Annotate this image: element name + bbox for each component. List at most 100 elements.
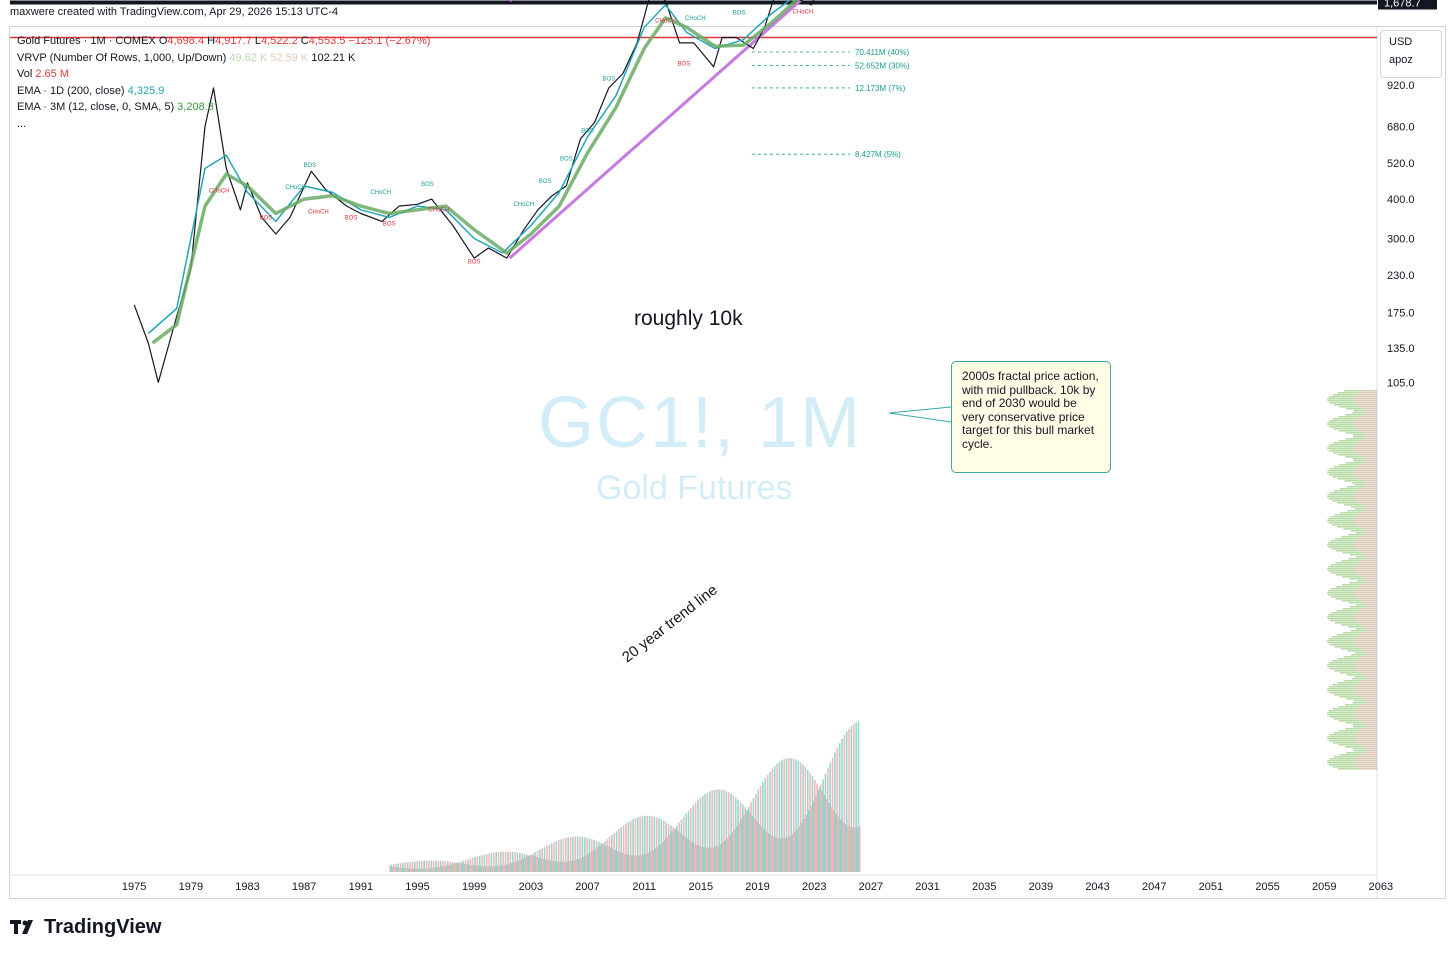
volume-bar <box>589 852 592 872</box>
trend-channel-line[interactable] <box>508 0 857 260</box>
x-tick-label: 2055 <box>1255 881 1279 893</box>
volume-profile-bar <box>1360 464 1377 466</box>
volume-bar <box>648 815 651 872</box>
volume-profile-bar <box>1327 422 1355 424</box>
legend-more[interactable]: ... <box>17 117 27 130</box>
volume-bar <box>723 790 725 872</box>
series-line-2[interactable] <box>151 0 861 345</box>
volume-profile-bar <box>1354 496 1377 498</box>
tradingview-wordmark: TradingView <box>44 916 162 938</box>
price-label-text: 1,678.7 <box>1384 0 1421 9</box>
legend-symbol-row[interactable]: Gold Futures · 1M · COMEX O4,698.4 H4,91… <box>17 35 431 47</box>
volume-profile-bar <box>1366 700 1377 702</box>
volume-profile-bar <box>1330 516 1356 518</box>
volume-bar <box>563 861 566 872</box>
price-label-box[interactable] <box>1378 0 1437 10</box>
x-tick-label: 2059 <box>1312 881 1336 893</box>
volume-bar <box>679 832 682 872</box>
volume-bar <box>804 767 807 872</box>
volume-profile-bar <box>1355 692 1377 694</box>
volume-bar <box>523 853 526 872</box>
volume-bar <box>655 817 658 872</box>
volume-bar <box>547 860 549 872</box>
volume-profile-bar <box>1354 520 1377 522</box>
volume-profile-bar <box>1327 566 1355 568</box>
legend-vrvp-row[interactable]: VRVP (Number Of Rows, 1,000, Up/Down) 49… <box>17 51 356 64</box>
volume-bar <box>639 816 641 872</box>
legend-ema2-row[interactable]: EMA · 3M (12, close, 0, SMA, 5) 3,208.3 <box>17 101 214 113</box>
volume-bar <box>668 834 671 872</box>
volume-bar <box>832 810 835 872</box>
volume-bar <box>561 861 564 872</box>
volume-bar <box>576 836 579 872</box>
structure-label: BOS <box>260 215 273 221</box>
volume-bar <box>527 856 529 872</box>
volume-bar <box>462 860 464 872</box>
chart-frame <box>9 26 1446 899</box>
structure-label: BOS <box>602 77 615 83</box>
volume-profile-bar <box>1333 404 1358 406</box>
volume-profile-bar <box>1327 518 1355 520</box>
x-tick-label: 2039 <box>1029 881 1053 893</box>
volume-profile-bar <box>1345 438 1363 440</box>
volume-bar <box>608 837 611 872</box>
volume-bar <box>706 792 709 872</box>
legend-ema1-row[interactable]: EMA · 1D (200, close) 4,325.9 <box>17 84 165 97</box>
x-tick-label: 2027 <box>859 881 883 893</box>
volume-bar <box>744 807 747 872</box>
volume-profile-bar <box>1355 492 1377 494</box>
volume-profile-bar <box>1362 480 1377 482</box>
volume-bar <box>791 833 794 872</box>
volume-bar <box>815 795 817 872</box>
volume-bar <box>788 757 790 872</box>
volume-bar <box>424 868 427 872</box>
volume-bar <box>442 861 444 872</box>
volume-profile-bar <box>1360 696 1377 698</box>
volume-profile-bar <box>1351 654 1366 656</box>
y-tick-label: 920.0 <box>1387 80 1415 92</box>
volume-bar <box>448 864 450 872</box>
volume-bar <box>493 852 495 872</box>
volume-profile-bar <box>1329 710 1356 712</box>
volume-bar <box>678 822 680 872</box>
volume-bar <box>495 852 497 872</box>
volume-bar <box>458 863 461 872</box>
volume-profile-bar <box>1354 690 1377 692</box>
volume-profile-bar <box>1330 564 1357 566</box>
volume-bar <box>409 861 411 872</box>
currency-selector[interactable]: USD apoz <box>1380 30 1442 78</box>
volume-bar <box>753 818 756 872</box>
volume-profile-bar <box>1355 734 1377 736</box>
volume-profile-bar <box>1335 574 1359 576</box>
volume-bar <box>615 830 618 872</box>
volume-bar <box>755 794 757 872</box>
volume-bar <box>792 758 795 872</box>
volume-bar <box>819 784 822 872</box>
structure-label: BOS <box>345 215 358 221</box>
volume-bar <box>690 807 692 872</box>
volume-profile-bar <box>1365 702 1377 704</box>
volume-profile-bar <box>1355 426 1377 428</box>
volume-profile-bar <box>1327 472 1355 474</box>
volume-bar <box>606 839 608 872</box>
volume-bar <box>516 852 519 872</box>
volume-bar <box>638 855 640 872</box>
volume-profile-bar <box>1355 644 1377 646</box>
series-line-1[interactable] <box>147 0 861 335</box>
volume-bar <box>765 831 768 872</box>
volume-profile-bar <box>1334 490 1358 492</box>
volume-profile-bar <box>1356 524 1377 526</box>
volume-profile-bar <box>1354 640 1377 642</box>
volume-bar <box>721 842 724 872</box>
volume-profile-bar <box>1357 718 1377 720</box>
series-line-0[interactable] <box>133 0 861 383</box>
volume-profile-bar <box>1366 750 1377 752</box>
volume-profile-bar <box>1333 718 1358 720</box>
volume-bar <box>779 838 782 872</box>
volume-profile-bar <box>1338 730 1360 732</box>
volume-profile-bar <box>1363 534 1377 536</box>
volume-bar <box>582 856 585 872</box>
legend-volume-row[interactable]: Vol 2.65 M <box>17 68 69 80</box>
volume-bar <box>805 814 808 872</box>
